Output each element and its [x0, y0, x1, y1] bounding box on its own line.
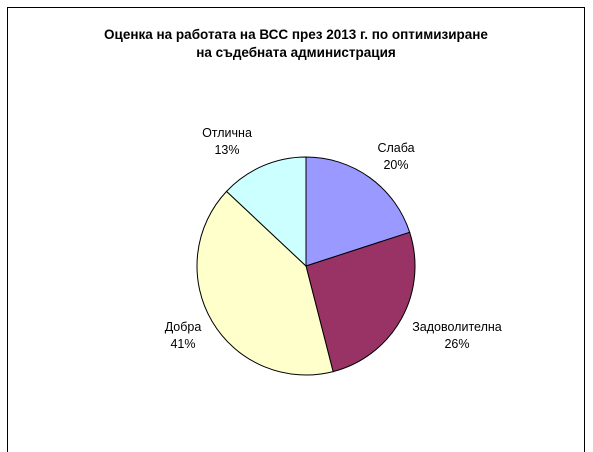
- slice-label-1: Слаба: [377, 141, 414, 155]
- slice-percent-1: 20%: [383, 158, 408, 172]
- slice-label-4: Отлична: [202, 126, 252, 140]
- chart-title-line-2: на съдебната администрация: [196, 45, 396, 60]
- chart-title: Оценка на работата на ВСС през 2013 г. п…: [7, 26, 585, 62]
- chart-title-line-1: Оценка на работата на ВСС през 2013 г. п…: [104, 27, 488, 42]
- pie-slice-4: [225, 156, 307, 268]
- slice-label-3: Добра: [165, 320, 202, 334]
- chart-frame: [7, 7, 585, 452]
- pie-slice-2: [305, 231, 416, 373]
- slice-label-2: Задоволителна: [412, 320, 502, 334]
- pie-slice-1: [305, 156, 411, 267]
- pie-slice-3: [196, 190, 334, 376]
- slice-percent-2: 26%: [444, 337, 469, 351]
- slice-percent-4: 13%: [214, 143, 239, 157]
- slice-percent-3: 41%: [170, 337, 195, 351]
